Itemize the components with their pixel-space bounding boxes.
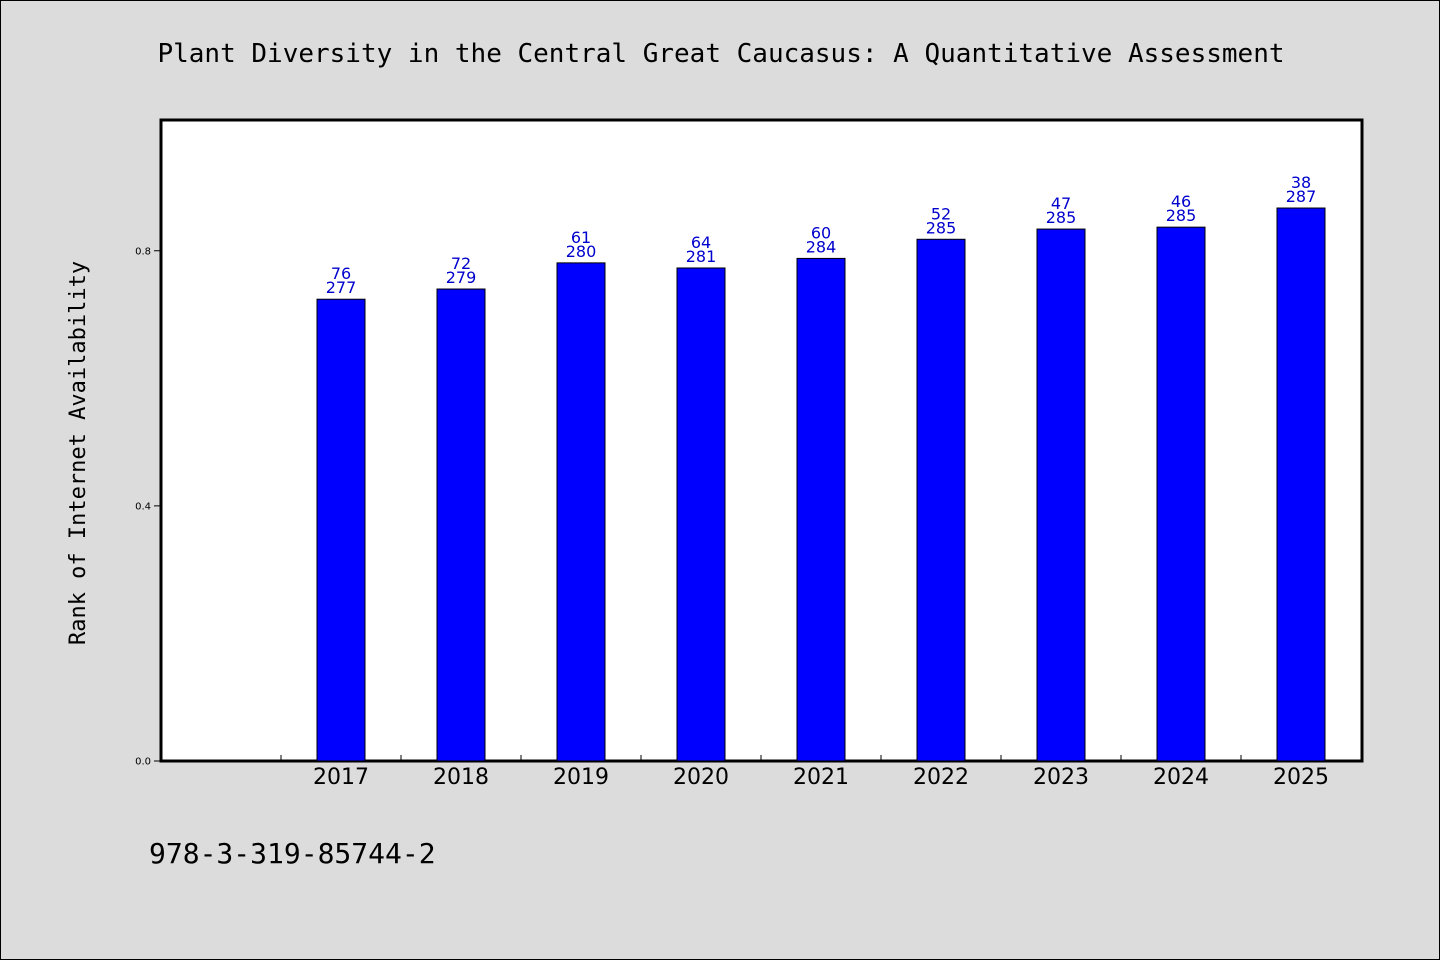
bar-label-bottom: 284 xyxy=(806,237,837,256)
bar-label-top: 46 xyxy=(1171,192,1191,211)
x-tick-label: 2023 xyxy=(1033,765,1089,790)
bar-label-top: 72 xyxy=(451,254,471,273)
x-tick-label: 2022 xyxy=(913,765,969,790)
bar-label-bottom: 285 xyxy=(926,218,957,237)
bar xyxy=(436,288,486,762)
bar-label-top: 61 xyxy=(571,228,591,247)
bar-label-top: 38 xyxy=(1291,173,1311,192)
x-tick-label: 2025 xyxy=(1273,765,1329,790)
bar-label-bottom: 280 xyxy=(566,242,597,261)
bar-label-bottom: 279 xyxy=(446,268,477,287)
bar-label-bottom: 285 xyxy=(1166,206,1197,225)
x-tick-label: 2024 xyxy=(1153,765,1209,790)
bar-label-bottom: 277 xyxy=(326,278,357,297)
bar-label-bottom: 281 xyxy=(686,247,717,266)
x-tick-label: 2021 xyxy=(793,765,849,790)
bar xyxy=(1156,226,1206,762)
chart-title: Plant Diversity in the Central Great Cau… xyxy=(157,39,1284,69)
footer-isbn: 978-3-319-85744-2 xyxy=(149,837,436,870)
chart-marks: 0.00.40.87627720177227920186128020196428… xyxy=(135,173,1329,790)
bar xyxy=(316,298,366,762)
x-tick-label: 2018 xyxy=(433,765,489,790)
bar xyxy=(1276,207,1326,762)
bar-label-top: 52 xyxy=(931,204,951,223)
bar-label-top: 76 xyxy=(331,264,351,283)
bar-label-top: 64 xyxy=(691,233,711,252)
y-tick-label: 0.4 xyxy=(135,501,151,512)
y-tick-label: 0.8 xyxy=(135,246,151,257)
x-tick-label: 2017 xyxy=(313,765,369,790)
bar-label-bottom: 287 xyxy=(1286,187,1317,206)
bar-label-top: 60 xyxy=(811,223,831,242)
bar-label-bottom: 285 xyxy=(1046,208,1077,227)
x-tick-label: 2020 xyxy=(673,765,729,790)
bar xyxy=(676,267,726,762)
bar xyxy=(916,238,966,762)
bar-label-top: 47 xyxy=(1051,194,1071,213)
y-axis-label: Rank of Internet Availability xyxy=(66,261,91,645)
bar xyxy=(1036,228,1086,762)
y-tick-label: 0.0 xyxy=(135,757,151,768)
bar xyxy=(556,262,606,762)
x-tick-label: 2019 xyxy=(553,765,609,790)
bar xyxy=(796,257,846,762)
